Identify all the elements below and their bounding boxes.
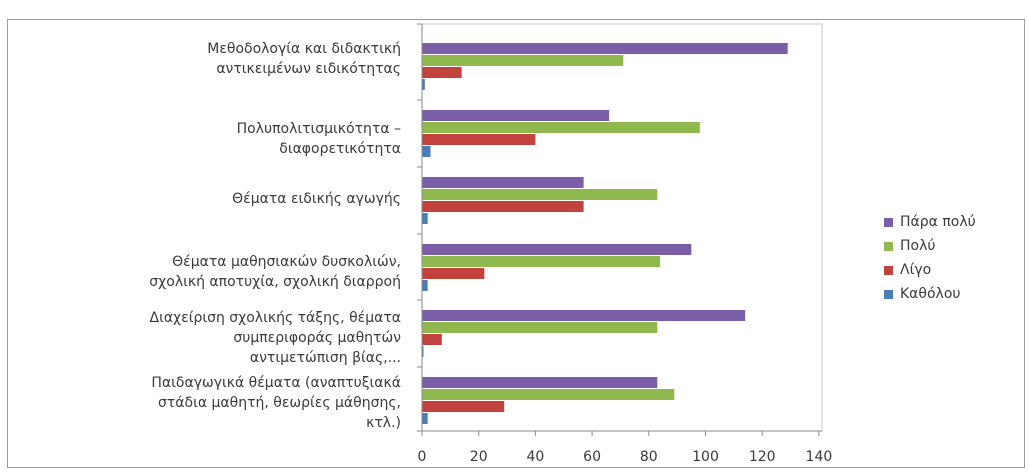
category-label: Θέματα μαθησιακών δυσκολιών, σχολική αποτ… bbox=[16, 252, 401, 292]
bar bbox=[422, 213, 428, 224]
x-tick-label: 20 bbox=[470, 449, 488, 465]
bar bbox=[422, 256, 661, 267]
category-label-line: συμπεριφοράς μαθητών bbox=[233, 330, 401, 346]
category-label-line: Παιδαγωγικά θέματα (αναπτυξιακά bbox=[151, 375, 401, 391]
bar bbox=[422, 122, 700, 133]
bar bbox=[422, 268, 485, 279]
category-label-line: σχολική αποτυχία, σχολική διαρροή bbox=[149, 274, 401, 290]
bar bbox=[422, 189, 658, 200]
bar bbox=[422, 310, 746, 321]
plot-area bbox=[421, 23, 823, 432]
x-tick-label: 0 bbox=[418, 449, 427, 465]
x-tick-label: 100 bbox=[692, 449, 719, 465]
legend-swatch bbox=[884, 241, 893, 251]
category-label: Διαχείριση σχολικής τάξης, θέματα συμπερι… bbox=[16, 308, 401, 368]
chart-frame: 0 20 40 60 80 100 120 140 Μεθοδολογία και διδακ… bbox=[7, 19, 1025, 468]
category-label-line: Θέματα μαθησιακών δυσκολιών, bbox=[172, 254, 401, 270]
x-tick-label: 60 bbox=[583, 449, 601, 465]
legend-item: Λίγο bbox=[884, 258, 976, 282]
bar bbox=[422, 146, 431, 157]
category-label: Πολυπολιτισμικότητα – διαφορετικότητα bbox=[16, 119, 401, 159]
bar bbox=[422, 134, 536, 145]
bar bbox=[422, 377, 658, 388]
legend-swatch bbox=[884, 289, 893, 299]
category-label-line: Πολυπολιτισμικότητα – bbox=[236, 121, 401, 137]
legend: Πάρα πολύ Πολύ Λίγο Καθόλου bbox=[884, 210, 976, 306]
bar bbox=[422, 67, 462, 78]
legend-item: Πολύ bbox=[884, 234, 976, 258]
legend-swatch bbox=[884, 217, 893, 227]
x-tick-label: 80 bbox=[640, 449, 658, 465]
legend-swatch bbox=[884, 265, 893, 275]
category-label-line: Μεθοδολογία και διδακτική bbox=[207, 41, 401, 57]
category-label-line: Θέματα ειδικής αγωγής bbox=[232, 191, 401, 207]
legend-label: Λίγο bbox=[900, 262, 932, 278]
x-tick-label: 140 bbox=[806, 449, 833, 465]
legend-item: Πάρα πολύ bbox=[884, 210, 976, 234]
bar bbox=[422, 43, 788, 54]
bar bbox=[422, 413, 428, 424]
bar bbox=[422, 244, 692, 255]
legend-item: Καθόλου bbox=[884, 282, 976, 306]
bar bbox=[422, 322, 658, 333]
x-tick-label: 120 bbox=[749, 449, 776, 465]
category-label: Θέματα ειδικής αγωγής bbox=[16, 189, 401, 209]
category-label-line: διαφορετικότητα bbox=[279, 141, 401, 157]
bar bbox=[422, 346, 424, 357]
bar bbox=[422, 334, 442, 345]
category-label: Παιδαγωγικά θέματα (αναπτυξιακά στάδια μα… bbox=[16, 373, 401, 433]
bar bbox=[422, 401, 505, 412]
legend-label: Πάρα πολύ bbox=[900, 214, 976, 230]
category-label-line: στάδια μαθητή, θεωρίες μάθησης, bbox=[158, 395, 401, 411]
category-label: Μεθοδολογία και διδακτική αντικειμένων ει… bbox=[16, 39, 401, 79]
legend-label: Πολύ bbox=[900, 238, 936, 254]
legend-label: Καθόλου bbox=[900, 286, 961, 302]
chart-plot: 0 20 40 60 80 100 120 140 bbox=[417, 23, 833, 465]
bar bbox=[422, 389, 675, 400]
bar bbox=[422, 79, 425, 90]
bar bbox=[422, 55, 624, 66]
category-label-line: Διαχείριση σχολικής τάξης, θέματα bbox=[149, 310, 401, 326]
bar bbox=[422, 201, 584, 212]
bar bbox=[422, 177, 584, 188]
category-label-line: αντικειμένων ειδικότητας bbox=[216, 61, 401, 77]
category-label-line: κτλ.) bbox=[366, 415, 401, 431]
bar bbox=[422, 110, 610, 121]
x-tick-label: 40 bbox=[526, 449, 544, 465]
bar bbox=[422, 280, 428, 291]
category-label-line: αντιμετώπιση βίας,... bbox=[249, 350, 401, 366]
